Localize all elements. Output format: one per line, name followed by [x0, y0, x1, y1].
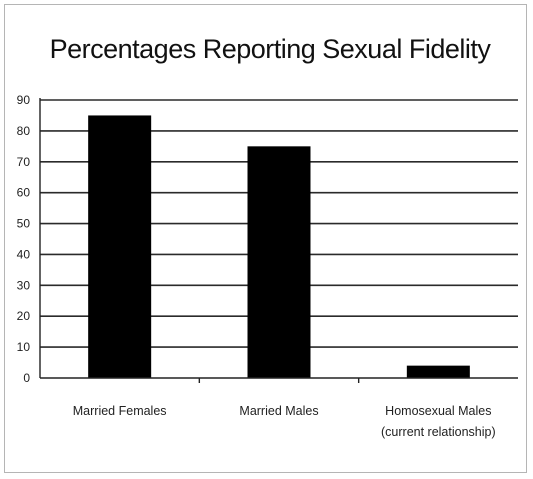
y-tick-label: 80 [17, 124, 31, 138]
x-category-label: Homosexual Males [385, 404, 491, 418]
y-tick-label: 30 [17, 278, 31, 292]
y-tick-label: 40 [17, 247, 31, 261]
y-tick-label: 0 [23, 371, 30, 385]
bar [406, 365, 470, 378]
y-tick-label: 70 [17, 155, 31, 169]
y-tick-label: 90 [17, 93, 31, 107]
y-tick-label: 60 [17, 186, 31, 200]
x-category-label: (current relationship) [381, 425, 496, 439]
x-category-label: Married Females [73, 404, 167, 418]
bars [88, 115, 470, 378]
bar [88, 115, 152, 378]
bar [247, 146, 311, 378]
y-tick-label: 20 [17, 309, 31, 323]
x-category-label: Married Males [239, 404, 318, 418]
y-tick-label: 50 [17, 217, 31, 231]
y-axis-ticks: 0 10 20 30 40 50 60 70 80 90 [17, 93, 31, 385]
y-tick-label: 10 [17, 340, 31, 354]
x-axis-labels: Married Females Married Males Homosexual M… [73, 378, 496, 439]
chart-title: Percentages Reporting Sexual Fidelity [50, 34, 492, 64]
